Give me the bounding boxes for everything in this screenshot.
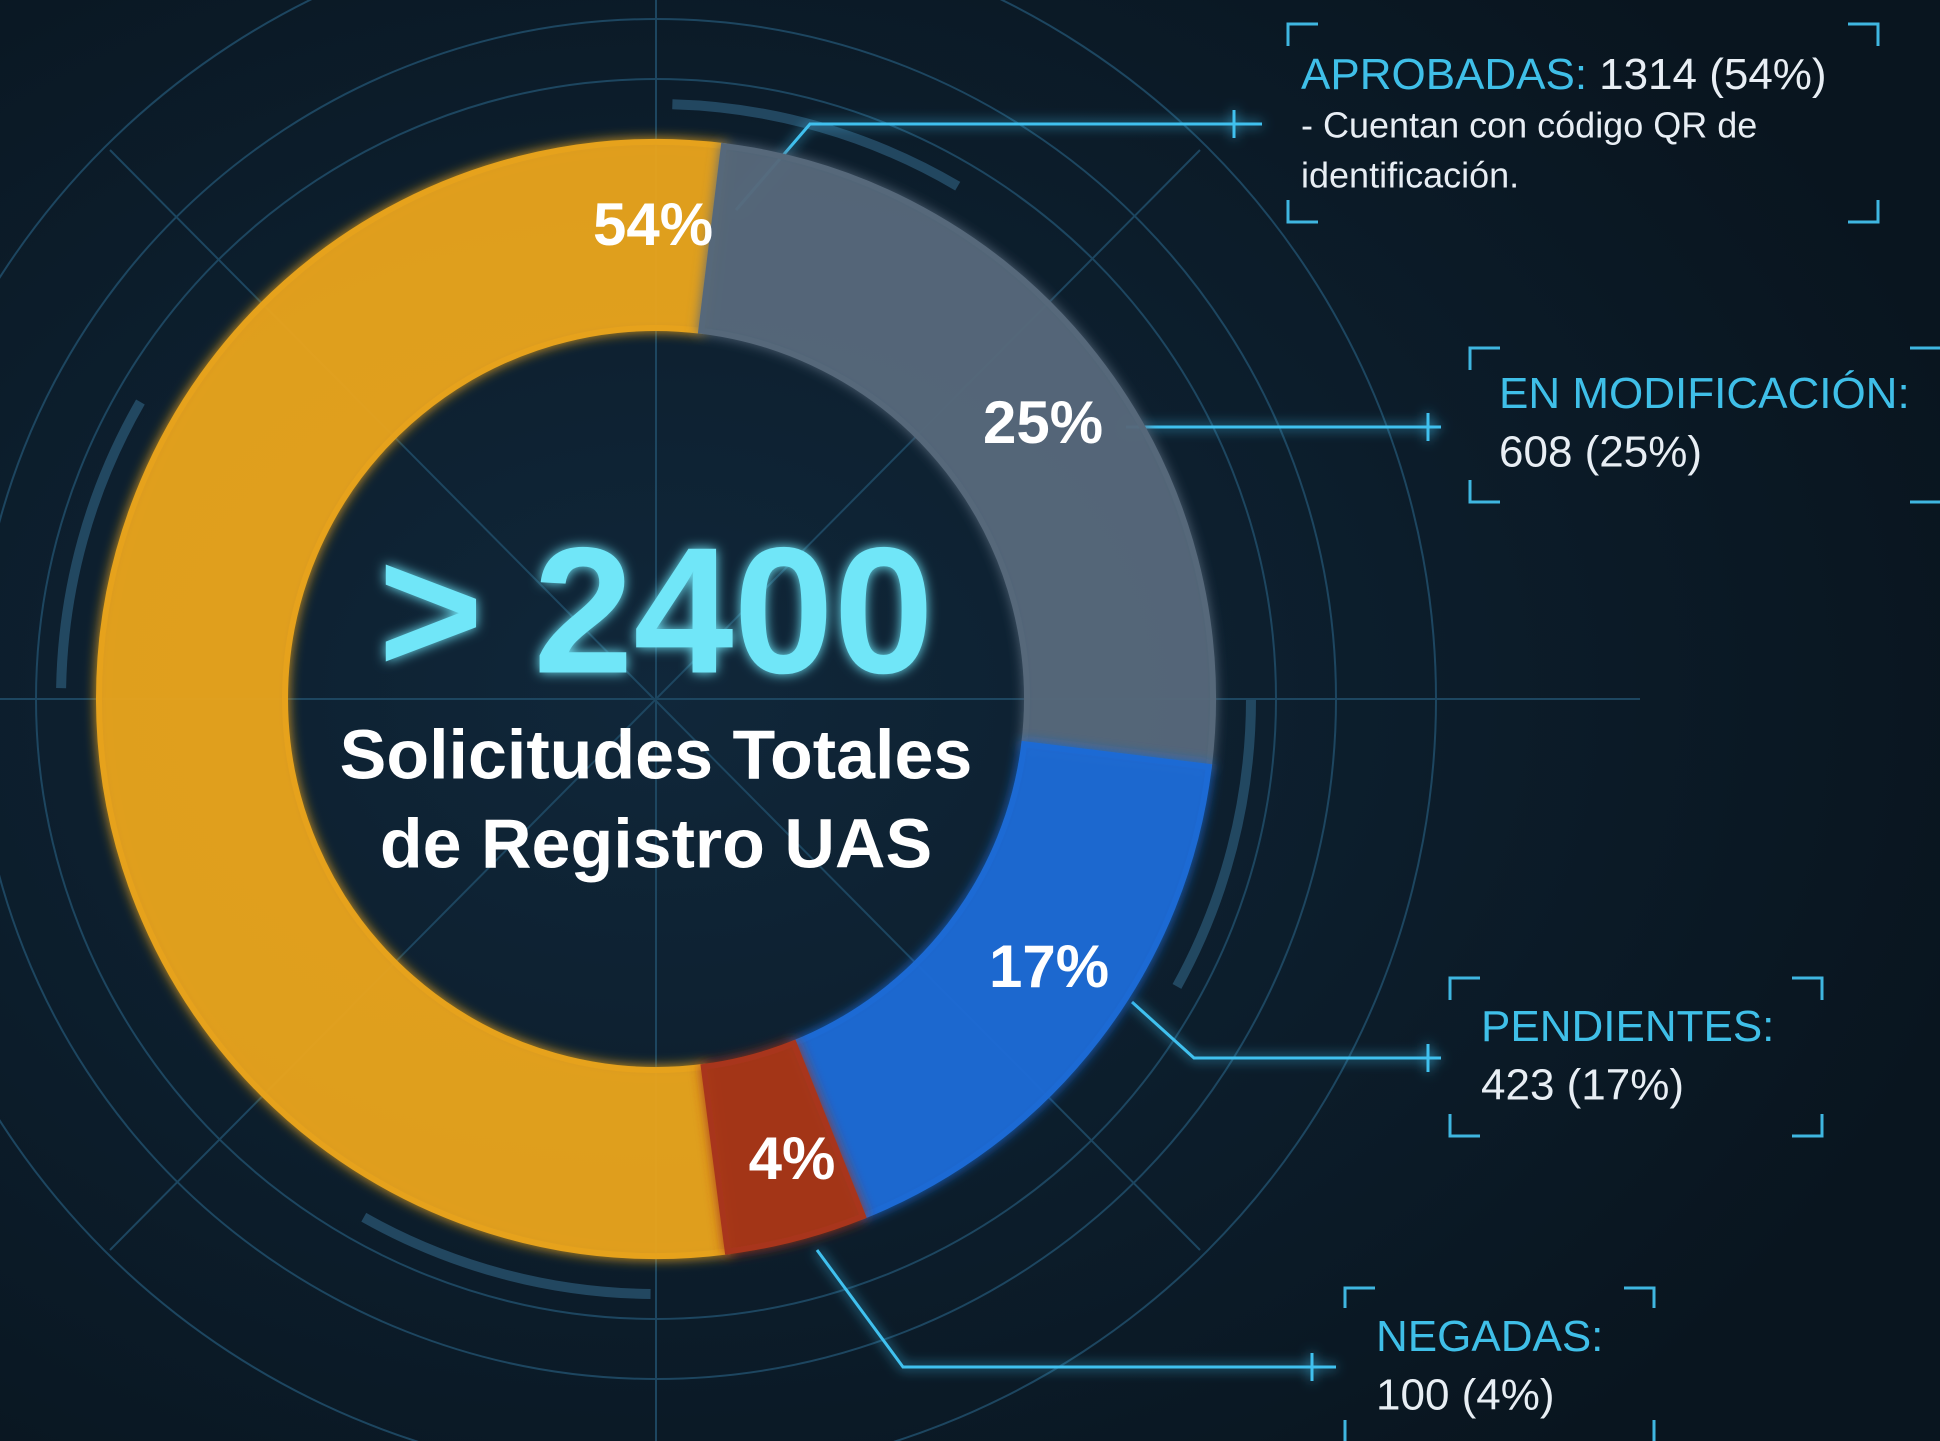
center-text: Solicitudes Totales (340, 715, 973, 793)
legend-note: identificación. (1301, 155, 1519, 196)
center-text: de Registro UAS (380, 804, 932, 882)
legend-value: 100 (4%) (1376, 1371, 1555, 1420)
segment-label: 17% (989, 933, 1109, 1000)
donut-segment (700, 1039, 867, 1255)
segment-label: 54% (593, 191, 713, 258)
legend-note: - Cuentan con código QR de (1301, 105, 1757, 146)
legend-label: NEGADAS: (1376, 1312, 1603, 1361)
legend-label: PENDIENTES: (1481, 1002, 1774, 1051)
donut (96, 139, 1216, 1259)
segment-label: 25% (983, 389, 1103, 456)
donut-segment (96, 139, 732, 1259)
legend-value: 608 (25%) (1499, 428, 1702, 477)
segment-label: 4% (749, 1125, 836, 1192)
donut-segment (697, 142, 1216, 771)
legend-label: APROBADAS: (1301, 50, 1587, 99)
legend-entry: PENDIENTES: (1481, 1002, 1774, 1051)
legend-entry: EN MODIFICACIÓN: (1499, 369, 1910, 418)
legend-value: 423 (17%) (1481, 1061, 1684, 1110)
legend-frames (1286, 22, 1940, 1441)
center-value: > 2400 (378, 511, 934, 712)
legend-entry: NEGADAS: (1376, 1312, 1603, 1361)
legend-label: EN MODIFICACIÓN: (1499, 369, 1910, 418)
donut-segment (789, 740, 1213, 1221)
legend-value: 1314 (54%) (1599, 50, 1826, 99)
legend-entry: APROBADAS: 1314 (54%) (1301, 50, 1827, 99)
